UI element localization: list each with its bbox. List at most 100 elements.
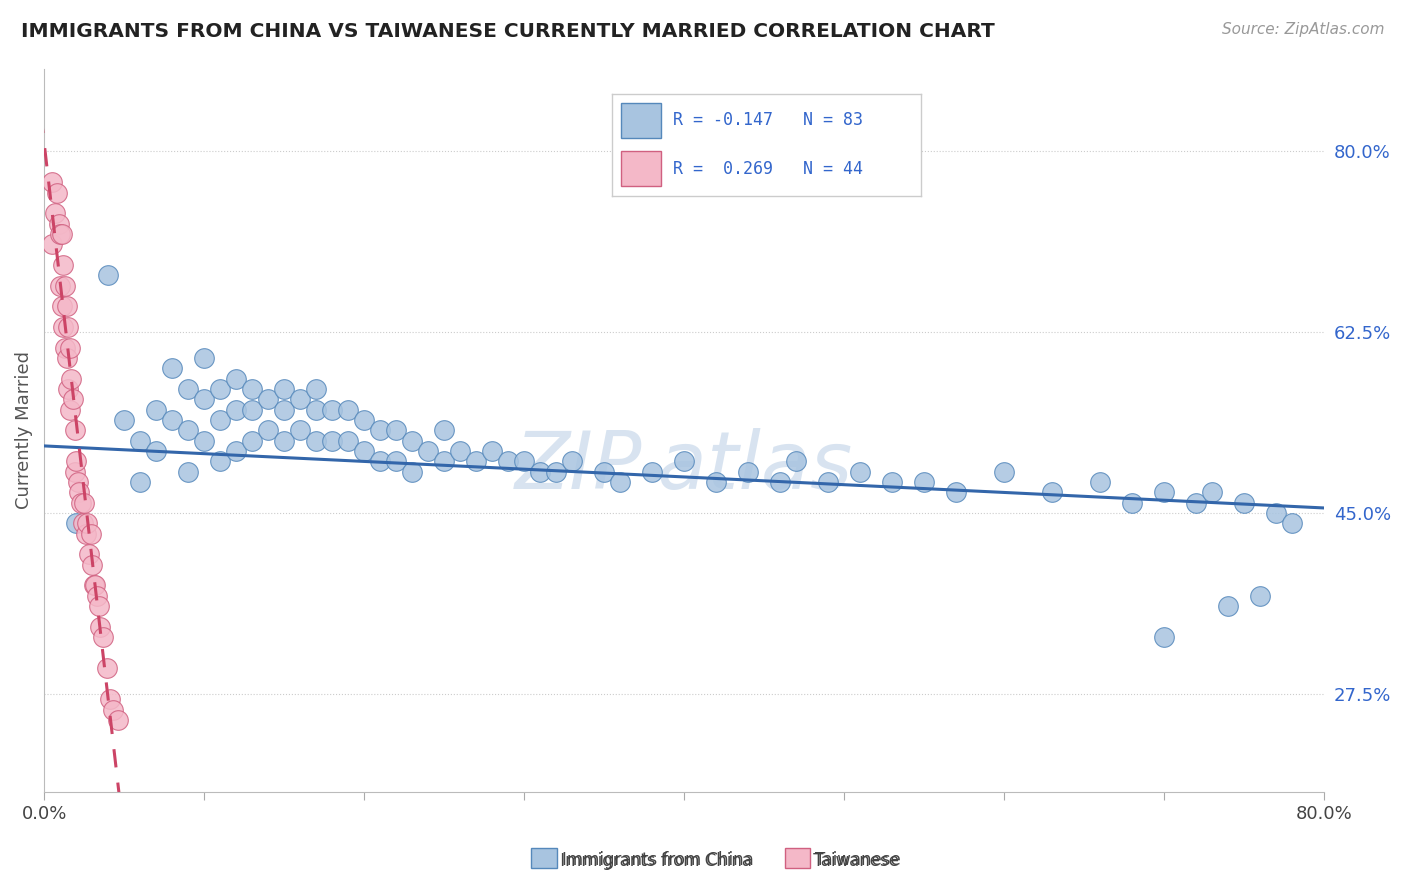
Point [288, 424, 311, 438]
Point [75, 526, 97, 541]
Point [401, 434, 423, 448]
Point [641, 465, 664, 479]
Point [52, 258, 75, 272]
Point [368, 454, 391, 468]
Point [1153, 485, 1175, 500]
Point [87, 599, 110, 614]
Point [53, 278, 76, 293]
Point [880, 475, 903, 489]
Point [59, 402, 82, 417]
Point [51, 227, 73, 241]
Point [817, 475, 839, 489]
Point [544, 465, 567, 479]
Text: ZIP atlas: ZIP atlas [515, 427, 853, 506]
Point [55, 299, 77, 313]
Text: Taiwanese: Taiwanese [815, 851, 901, 869]
Point [145, 444, 167, 458]
Point [101, 702, 124, 716]
Point [209, 413, 232, 427]
Point [82, 558, 104, 572]
Point [273, 402, 295, 417]
Point [98, 692, 121, 706]
Point [945, 485, 967, 500]
Point [1153, 630, 1175, 644]
Point [41, 175, 63, 189]
Text: IMMIGRANTS FROM CHINA VS TAIWANESE CURRENTLY MARRIED CORRELATION CHART: IMMIGRANTS FROM CHINA VS TAIWANESE CURRE… [21, 22, 995, 41]
Point [561, 454, 583, 468]
Point [321, 434, 343, 448]
Point [67, 485, 90, 500]
Point [672, 454, 695, 468]
Point [529, 465, 551, 479]
Point [1233, 496, 1256, 510]
Point [273, 382, 295, 396]
Point [65, 454, 87, 468]
Point [72, 516, 94, 531]
Point [481, 444, 503, 458]
Point [433, 454, 456, 468]
Text: Source: ZipAtlas.com: Source: ZipAtlas.com [1222, 22, 1385, 37]
Point [912, 475, 935, 489]
Point [449, 444, 471, 458]
Point [368, 424, 391, 438]
Point [273, 434, 295, 448]
Point [513, 454, 536, 468]
Point [1185, 496, 1208, 510]
Point [496, 454, 519, 468]
Point [1088, 475, 1111, 489]
Point [53, 341, 76, 355]
Point [433, 424, 456, 438]
Point [56, 320, 79, 334]
Point [849, 465, 872, 479]
Bar [621, 103, 661, 137]
Point [785, 454, 807, 468]
Point [240, 402, 263, 417]
Point [56, 382, 79, 396]
Point [91, 630, 114, 644]
Point [401, 465, 423, 479]
Point [160, 361, 183, 376]
Point [63, 424, 86, 438]
Point [177, 424, 200, 438]
Bar [621, 151, 661, 186]
Text: R =  0.269   N = 44: R = 0.269 N = 44 [673, 160, 863, 178]
Text: R = -0.147   N = 83: R = -0.147 N = 83 [673, 112, 863, 129]
Point [177, 382, 200, 396]
Point [209, 454, 232, 468]
Point [51, 299, 73, 313]
Point [1216, 599, 1239, 614]
Point [305, 382, 328, 396]
Point [84, 578, 107, 592]
Point [86, 589, 108, 603]
Point [70, 496, 93, 510]
Point [45, 186, 67, 200]
Point [145, 402, 167, 417]
Point [209, 382, 232, 396]
Point [337, 402, 360, 417]
Point [288, 392, 311, 407]
Point [49, 278, 72, 293]
Point [737, 465, 759, 479]
Point [353, 444, 375, 458]
Point [41, 237, 63, 252]
Point [160, 413, 183, 427]
Point [1121, 496, 1143, 510]
Point [112, 413, 135, 427]
Point [129, 434, 152, 448]
Point [465, 454, 488, 468]
Point [769, 475, 792, 489]
Point [416, 444, 439, 458]
Point [59, 341, 82, 355]
Point [257, 392, 280, 407]
Text: Immigrants from China: Immigrants from China [562, 851, 754, 869]
Point [193, 392, 215, 407]
Point [353, 413, 375, 427]
Point [44, 206, 66, 220]
Point [1264, 506, 1286, 520]
Point [55, 351, 77, 365]
Point [66, 475, 89, 489]
Point [240, 434, 263, 448]
Point [96, 661, 118, 675]
Point [305, 434, 328, 448]
Point [76, 516, 98, 531]
